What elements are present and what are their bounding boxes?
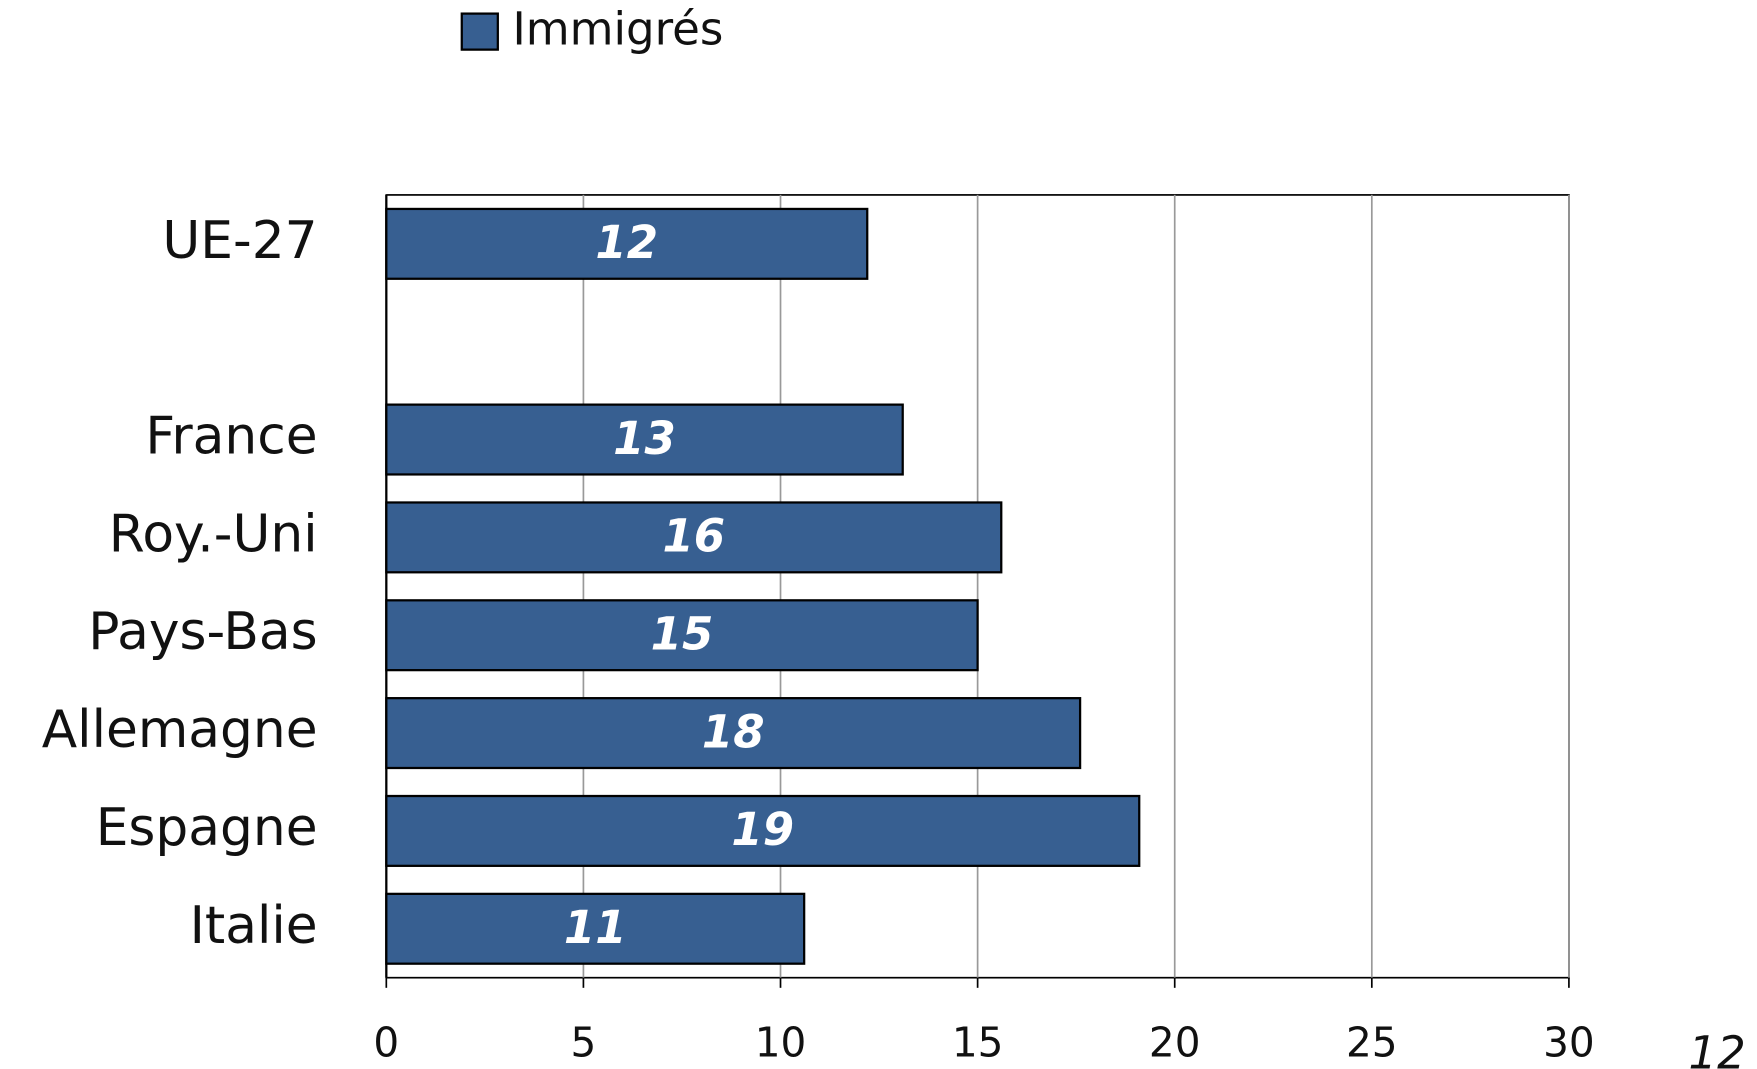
value-label: 16 <box>662 510 725 563</box>
y-tick-label: Allemagne <box>42 700 318 760</box>
bar <box>385 207 869 280</box>
value-label: 19 <box>731 803 794 856</box>
y-tick-label: France <box>145 407 317 467</box>
value-label: 18 <box>702 705 765 758</box>
page-number: 12 <box>1688 1027 1745 1069</box>
bar <box>385 599 979 672</box>
x-tick-label: 0 <box>373 1018 399 1066</box>
x-tick-label: 5 <box>571 1018 597 1066</box>
y-tick-label: UE-27 <box>162 211 317 271</box>
y-tick-label: Espagne <box>96 798 318 858</box>
y-tick-label: Pays-Bas <box>88 602 317 662</box>
y-tick-label: Roy.-Uni <box>109 504 318 564</box>
value-label: 12 <box>595 216 658 269</box>
y-tick-label: Italie <box>190 896 318 956</box>
x-tick-label: 20 <box>1149 1018 1201 1066</box>
bar <box>385 892 806 965</box>
x-tick-label: 30 <box>1543 1018 1595 1066</box>
value-label: 11 <box>564 901 627 954</box>
bar <box>385 794 1141 867</box>
bar <box>385 697 1082 770</box>
bar <box>385 501 1003 574</box>
value-label: 15 <box>651 607 714 660</box>
legend-swatch <box>460 12 499 51</box>
value-label: 13 <box>613 412 676 465</box>
x-tick-label: 10 <box>755 1018 807 1066</box>
legend-label: Immigrés <box>512 3 723 56</box>
x-tick-label: 25 <box>1346 1018 1398 1066</box>
x-tick-label: 15 <box>952 1018 1004 1066</box>
bar <box>385 403 904 476</box>
